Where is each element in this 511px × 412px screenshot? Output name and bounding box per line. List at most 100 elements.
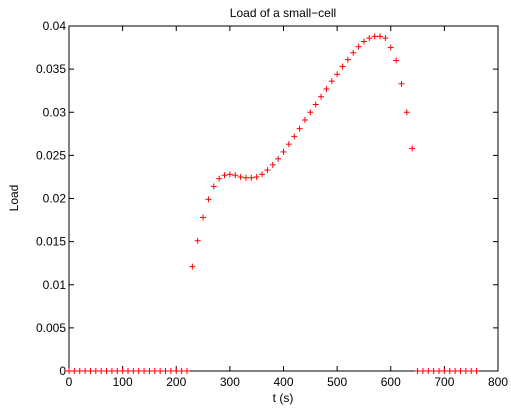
data-point <box>430 368 437 374</box>
data-point <box>92 368 99 374</box>
y-axis-title: Load <box>7 185 21 212</box>
data-point <box>398 80 405 87</box>
data-point <box>334 71 341 78</box>
data-point <box>216 175 223 182</box>
x-axis-title: t (s) <box>273 391 294 405</box>
x-tick-label: 200 <box>166 375 186 389</box>
data-point <box>157 368 164 374</box>
data-point <box>205 196 212 203</box>
data-point <box>296 125 303 132</box>
data-point <box>269 161 276 168</box>
data-point <box>103 368 110 374</box>
x-tick-label: 100 <box>113 375 133 389</box>
data-point <box>130 368 137 374</box>
data-point <box>452 368 459 374</box>
data-point <box>366 35 373 42</box>
x-tick-label: 600 <box>381 375 401 389</box>
data-point <box>178 368 185 374</box>
data-point <box>114 368 121 374</box>
data-point <box>183 368 190 374</box>
x-tick-label: 500 <box>327 375 347 389</box>
data-point <box>393 57 400 64</box>
data-point <box>242 174 249 181</box>
data-point <box>71 368 78 374</box>
data-point <box>87 368 94 374</box>
data-point <box>285 141 292 148</box>
data-point <box>232 172 239 179</box>
y-tick-label: 0.04 <box>43 19 67 33</box>
data-point <box>189 263 196 270</box>
data-point <box>76 368 83 374</box>
data-point <box>124 368 131 374</box>
data-point <box>275 155 282 162</box>
axis-ticks <box>68 25 499 372</box>
data-point <box>350 49 357 56</box>
data-point <box>280 148 287 155</box>
data-point <box>441 368 448 374</box>
data-point <box>419 368 426 374</box>
data-point <box>462 368 469 374</box>
y-tick-labels: 0 0.005 0.01 0.015 0.02 0.025 0.03 0.035 0.04 <box>36 19 66 378</box>
y-tick-label: 0.035 <box>36 62 66 76</box>
data-point <box>108 368 115 374</box>
data-point <box>98 368 105 374</box>
data-points <box>66 33 480 374</box>
data-point <box>221 172 228 179</box>
data-point <box>226 171 233 178</box>
data-point <box>360 38 367 45</box>
y-tick-label: 0.03 <box>43 105 67 119</box>
data-point <box>237 173 244 180</box>
chart-title: Load of a small−cell <box>230 6 336 20</box>
data-point <box>377 33 384 40</box>
data-point <box>259 171 266 178</box>
plot-area <box>68 25 499 372</box>
y-tick-label: 0.025 <box>36 148 66 162</box>
data-point <box>200 214 207 221</box>
data-point <box>473 368 480 374</box>
data-point <box>66 368 72 374</box>
y-tick-label: 0.005 <box>36 321 66 335</box>
data-point <box>468 368 475 374</box>
data-point <box>344 56 351 63</box>
data-point <box>173 368 180 374</box>
x-tick-label: 400 <box>273 375 293 389</box>
data-point <box>436 368 443 374</box>
data-point <box>82 368 89 374</box>
data-point <box>301 117 308 124</box>
data-point <box>414 368 421 374</box>
data-point <box>457 368 464 374</box>
data-point <box>355 43 362 50</box>
data-point <box>318 93 325 100</box>
data-point <box>446 368 453 374</box>
data-point <box>291 133 298 140</box>
data-point <box>141 368 148 374</box>
data-point <box>323 85 330 92</box>
x-tick-label: 700 <box>434 375 454 389</box>
data-point <box>371 33 378 40</box>
x-tick-labels: 0 100 200 300 400 500 600 700 800 <box>66 375 509 389</box>
y-tick-label: 0.015 <box>36 235 66 249</box>
data-point <box>264 167 271 174</box>
x-tick-label: 800 <box>488 375 508 389</box>
x-tick-label: 0 <box>66 375 73 389</box>
data-point <box>151 368 158 374</box>
data-point <box>135 368 142 374</box>
data-point <box>409 145 416 152</box>
data-point <box>119 368 126 374</box>
data-point <box>248 174 255 181</box>
data-point <box>339 63 346 70</box>
data-point <box>210 183 217 190</box>
data-point <box>387 44 394 51</box>
data-point <box>162 368 169 374</box>
x-tick-label: 300 <box>220 375 240 389</box>
y-tick-label: 0.02 <box>43 192 67 206</box>
data-point <box>307 109 314 116</box>
data-point <box>312 101 319 108</box>
y-tick-label: 0 <box>59 364 66 378</box>
y-tick-label: 0.01 <box>43 278 67 292</box>
data-point <box>167 368 174 374</box>
data-point <box>403 109 410 116</box>
data-point <box>328 78 335 85</box>
data-point <box>253 173 260 180</box>
